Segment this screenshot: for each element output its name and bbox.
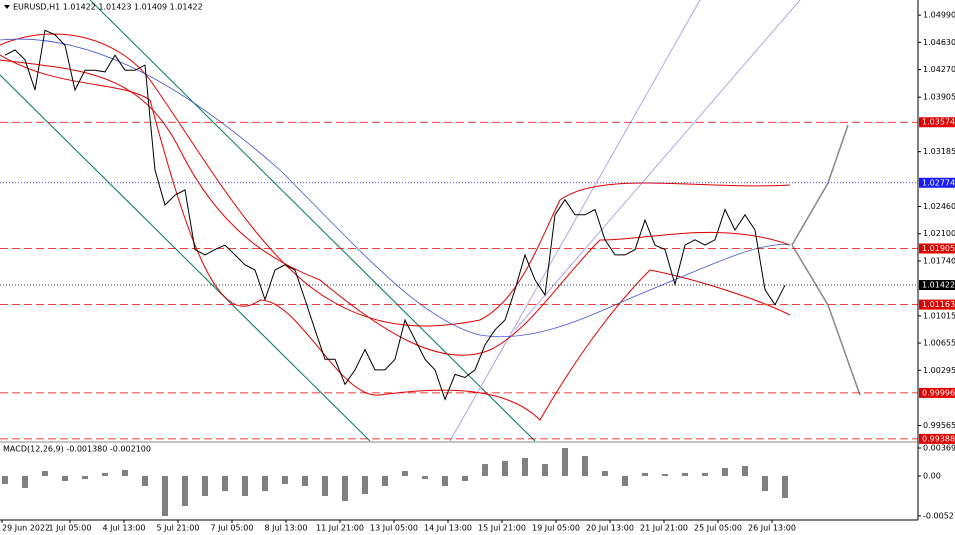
level-label-box — [919, 299, 955, 310]
macd-bar — [642, 472, 648, 477]
y-tick-label: 1.01015 — [923, 311, 955, 320]
level-label-box — [919, 387, 955, 398]
macd-bar — [182, 476, 188, 506]
y-tick-label: 1.03185 — [923, 147, 955, 156]
channel-line — [514, 0, 801, 331]
y-tick-label: 1.02100 — [923, 229, 955, 238]
macd-bar — [202, 476, 208, 496]
macd-bar — [562, 447, 568, 477]
bollinger-line — [0, 59, 791, 356]
macd-bar — [242, 476, 248, 496]
macd-bar — [462, 476, 468, 482]
channel-line — [449, 0, 701, 442]
macd-bar — [322, 476, 328, 496]
x-tick-label: 1 Jul 05:00 — [49, 524, 92, 533]
macd-bar — [382, 476, 388, 487]
macd-bar — [422, 476, 428, 480]
decorations — [0, 0, 861, 442]
macd-bar — [342, 476, 348, 501]
ma-line — [0, 38, 791, 338]
x-tick-label: 5 Jul 21:00 — [157, 524, 200, 533]
y-tick-label: 0.99565 — [923, 421, 955, 430]
x-tick-label: 11 Jul 21:00 — [316, 524, 364, 533]
level-label: 0.99388 — [922, 434, 955, 443]
x-tick-label: 4 Jul 13:00 — [103, 524, 146, 533]
macd-bar — [542, 464, 548, 477]
bollinger-line — [0, 54, 791, 421]
macd-bar — [262, 476, 268, 492]
macd-bar — [782, 476, 788, 498]
level-label-box — [919, 177, 955, 188]
level-label-box — [919, 280, 955, 291]
macd-bar — [42, 471, 48, 477]
level-label-box — [919, 117, 955, 128]
macd-bar — [622, 476, 628, 487]
level-label: 1.01422 — [922, 281, 955, 290]
channel-line — [89, 0, 536, 442]
macd-bar — [662, 474, 668, 477]
level-label: 1.01163 — [922, 300, 955, 309]
chart-header: EURUSD,H1 1.01422 1.01423 1.01409 1.0142… — [13, 3, 203, 12]
menu-triangle — [4, 5, 10, 9]
x-tick-label: 13 Jul 05:00 — [370, 524, 418, 533]
macd-bar — [482, 464, 488, 477]
macd-bar — [582, 456, 588, 477]
macd-bar — [362, 476, 368, 495]
y-tick-label: 1.00655 — [923, 339, 955, 348]
macd-bar — [442, 476, 448, 487]
macd-bar — [722, 467, 728, 477]
level-label: 0.99996 — [922, 388, 955, 397]
level-label: 1.02774 — [922, 178, 955, 187]
macd-bar — [122, 470, 128, 477]
x-tick-label: 19 Jul 05:00 — [532, 524, 580, 533]
level-label: 1.01905 — [922, 244, 955, 253]
channel-line — [0, 74, 371, 442]
x-tick-label: 14 Jul 13:00 — [424, 524, 472, 533]
macd-bar — [522, 457, 528, 477]
bollinger-line — [0, 33, 791, 327]
macd-bar — [222, 476, 228, 492]
macd-bar — [742, 466, 748, 477]
macd-bar — [162, 476, 168, 516]
macd-bar — [22, 476, 28, 488]
x-tick-label: 26 Jul 13:00 — [748, 524, 796, 533]
x-tick-label: 29 Jun 2022 — [2, 524, 50, 533]
x-tick-label: 7 Jul 05:00 — [211, 524, 254, 533]
macd-bar — [2, 476, 8, 485]
y-tick-label: 1.04990 — [923, 11, 955, 20]
level-label: 1.03574 — [922, 118, 955, 127]
x-tick-label: 15 Jul 21:00 — [478, 524, 526, 533]
y-tick-label: 1.04630 — [923, 38, 955, 47]
price-line — [4, 29, 786, 401]
level-label-box — [919, 433, 955, 444]
macd-label: MACD(12,26,9) -0.001380 -0.002100 — [3, 445, 151, 454]
macd-bar — [142, 476, 148, 487]
macd-tick-label: -0.00527 — [923, 511, 955, 520]
macd-tick-label: 0.00 — [923, 472, 941, 481]
macd-bar — [502, 461, 508, 477]
macd-bar — [682, 472, 688, 477]
y-tick-label: 1.00295 — [923, 366, 955, 375]
macd-bar — [702, 472, 708, 477]
x-tick-label: 25 Jul 05:00 — [694, 524, 742, 533]
y-tick-label: 1.03905 — [923, 93, 955, 102]
y-tick-label: 1.01740 — [923, 256, 955, 265]
x-tick-label: 21 Jul 21:00 — [640, 524, 688, 533]
macd-bar — [402, 471, 408, 477]
macd-bar — [602, 471, 608, 477]
macd-bar — [282, 476, 288, 485]
y-tick-label: 1.04270 — [923, 65, 955, 74]
y-tick-label: 1.02460 — [923, 202, 955, 211]
macd-bar — [762, 476, 768, 492]
macd-tick-label: 0.003696 — [923, 444, 955, 453]
macd-bar — [102, 472, 108, 477]
macd-bar — [302, 476, 308, 487]
level-label-box — [919, 243, 955, 254]
x-tick-label: 8 Jul 13:00 — [265, 524, 308, 533]
macd-bar — [82, 476, 88, 480]
x-tick-label: 20 Jul 13:00 — [586, 524, 634, 533]
macd-bar — [62, 476, 68, 482]
